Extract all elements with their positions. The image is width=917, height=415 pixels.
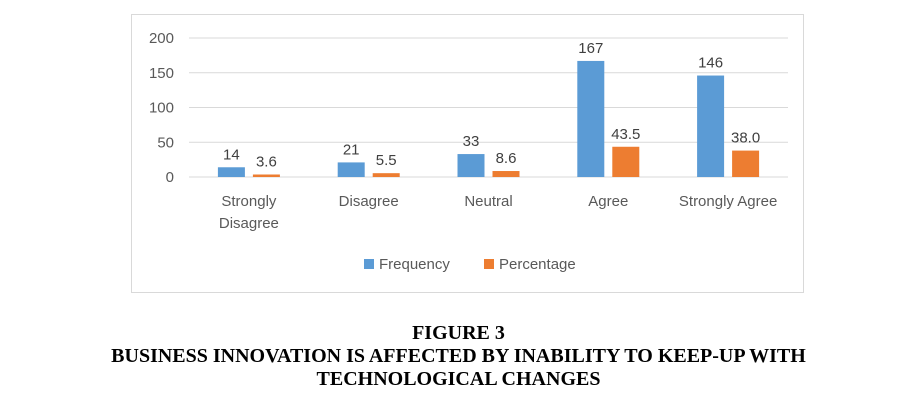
figure-title-line-2: TECHNOLOGICAL CHANGES [316,368,601,390]
chart-area: 0 50 100 150 200 14 3.6 Strongly Disagree 21 5.5 Di… [131,14,804,293]
bar-frequency [577,60,605,178]
data-label: 167 [578,40,603,57]
data-label: 5.5 [376,152,397,169]
y-tick-label: 150 [149,65,174,82]
data-label: 8.6 [496,150,517,167]
figure-number: FIGURE 3 [412,322,505,344]
bar-chart: 0 50 100 150 200 14 3.6 Strongly Disagree 21 5.5 Di… [149,30,788,273]
category-label: Agree [588,193,628,210]
legend-swatch-percentage [484,259,494,269]
data-label: 146 [698,55,723,72]
legend-swatch-frequency [364,259,374,269]
legend-label: Frequency [379,256,450,273]
bar-percentage [252,174,280,177]
y-tick-label: 50 [157,134,174,151]
figure-title-line-1: BUSINESS INNOVATION IS AFFECTED BY INABI… [111,345,806,367]
figure-caption: FIGURE 3 BUSINESS INNOVATION IS AFFECTED… [0,322,917,391]
bar-frequency [697,75,725,177]
category-label: Strongly Agree [679,193,777,210]
data-label: 38.0 [731,130,760,147]
category-label: Disagree [219,215,279,232]
data-label: 14 [223,146,240,163]
data-label: 21 [343,141,360,158]
bar-frequency [457,154,485,177]
bar-frequency [337,162,365,177]
bar-percentage [492,171,520,177]
bar-percentage [732,150,760,177]
category-label: Disagree [339,193,399,210]
data-label: 3.6 [256,153,277,170]
data-label: 43.5 [611,126,640,143]
data-label: 33 [463,133,480,150]
legend-label: Percentage [499,256,576,273]
bar-frequency [217,167,245,177]
y-tick-label: 200 [149,30,174,47]
bar-percentage [612,146,640,177]
y-tick-label: 100 [149,100,174,117]
category-label: Strongly [221,193,277,210]
y-tick-label: 0 [166,169,174,186]
category-label: Neutral [464,193,512,210]
bar-percentage [372,173,400,177]
